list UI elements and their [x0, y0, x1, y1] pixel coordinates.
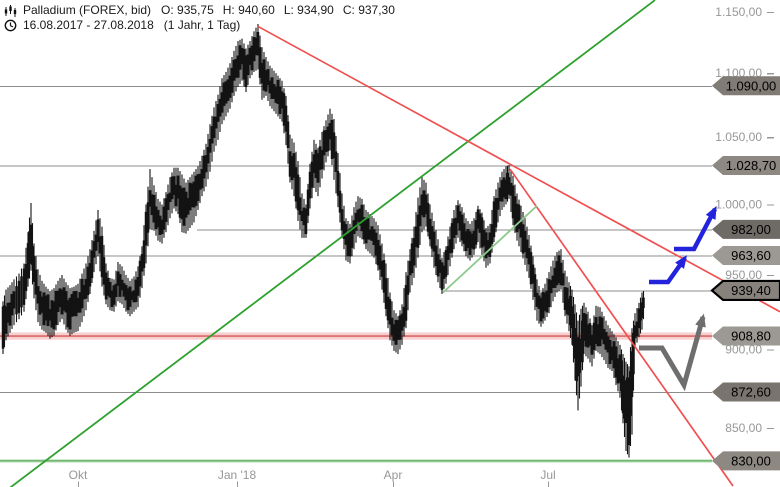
trendline-major-uptrend[interactable] — [9, 0, 656, 487]
price-badge-label: 1.090,00 — [726, 78, 777, 93]
trendline-primary-downtrend[interactable] — [257, 25, 780, 313]
open-value: O: 935,75 — [161, 3, 214, 17]
y-axis-tick-label: 1.050,00 — [715, 130, 762, 144]
x-axis-tick-label: Jan '18 — [218, 468, 257, 482]
price-badge-label: 872,60 — [731, 384, 771, 399]
high-value: H: 940,60 — [222, 3, 275, 17]
y-axis-tick-label: 1.000,00 — [715, 197, 762, 211]
price-level-badge — [712, 326, 780, 346]
y-axis: 1.150,001.100,001.050,001.000,00950,0090… — [715, 5, 774, 435]
timeframe-label: (1 Jahr, 1 Tag) — [163, 18, 241, 32]
instrument-row: Palladium (FOREX, bid) O: 935,75 H: 940,… — [4, 3, 404, 18]
price-level-badge — [712, 155, 780, 175]
trendline-steep-downtrend[interactable] — [509, 168, 734, 487]
clock-icon — [4, 19, 17, 32]
x-axis-tick-label: Apr — [384, 468, 403, 482]
price-badge-label: 963,60 — [731, 248, 771, 263]
y-axis-tick-label: 1.150,00 — [715, 5, 762, 19]
y-axis-tick-label: 950,00 — [725, 268, 762, 282]
x-axis-tick-label: Jul — [540, 468, 555, 482]
price-badge-label: 982,00 — [731, 222, 771, 237]
price-level-badge — [712, 451, 780, 471]
price-level-badge — [712, 219, 780, 239]
price-level-badge — [712, 76, 780, 96]
candlestick-icon — [4, 4, 17, 17]
low-value: L: 934,90 — [283, 3, 334, 17]
chart-header: Palladium (FOREX, bid) O: 935,75 H: 940,… — [4, 3, 404, 33]
y-axis-tick-label: 900,00 — [725, 342, 762, 356]
x-axis-tick-label: Okt — [69, 468, 88, 482]
period-row: 16.08.2017 - 27.08.2018 (1 Jahr, 1 Tag) — [4, 18, 404, 33]
projection-arrow-upper[interactable] — [674, 205, 717, 252]
price-level-badge — [712, 382, 780, 402]
current-price-badge — [710, 279, 780, 302]
price-badge-label: 939,40 — [731, 283, 771, 298]
x-axis: Okt Jan '18 Apr Jul — [69, 468, 556, 487]
pullback-projection-arrow[interactable] — [639, 313, 706, 392]
close-value: C: 937,30 — [342, 3, 395, 17]
price-badge-label: 830,00 — [731, 453, 771, 468]
projection-arrow-lower[interactable] — [649, 255, 688, 285]
price-badge-label: 1.028,70 — [726, 158, 777, 173]
instrument-title: Palladium (FOREX, bid) — [23, 3, 152, 17]
price-badge-label: 908,80 — [731, 329, 771, 344]
candlesticks — [1, 24, 645, 458]
date-range: 16.08.2017 - 27.08.2018 — [23, 18, 154, 32]
y-axis-tick-label: 850,00 — [725, 421, 762, 435]
price-badges: 1.090,00 1.028,70 982,00 963,60 939,40 908,80… — [710, 76, 780, 471]
price-level-badge — [712, 245, 780, 265]
trendline-minor-uptrend[interactable] — [442, 205, 538, 294]
